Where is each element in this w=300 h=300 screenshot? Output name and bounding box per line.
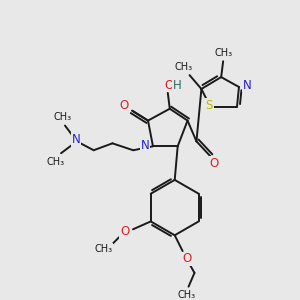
Text: O: O xyxy=(164,79,173,92)
Text: O: O xyxy=(120,99,129,112)
Text: S: S xyxy=(206,99,213,112)
Text: O: O xyxy=(210,157,219,169)
Text: H: H xyxy=(173,79,182,92)
Text: CH₃: CH₃ xyxy=(54,112,72,122)
Text: N: N xyxy=(71,133,80,146)
Text: CH₃: CH₃ xyxy=(214,48,232,59)
Text: O: O xyxy=(182,253,191,266)
Text: CH₃: CH₃ xyxy=(46,157,64,167)
Text: O: O xyxy=(120,225,130,238)
Text: N: N xyxy=(141,139,149,152)
Text: CH₃: CH₃ xyxy=(175,62,193,72)
Text: N: N xyxy=(242,79,251,92)
Text: CH₃: CH₃ xyxy=(94,244,112,254)
Text: CH₃: CH₃ xyxy=(178,290,196,300)
